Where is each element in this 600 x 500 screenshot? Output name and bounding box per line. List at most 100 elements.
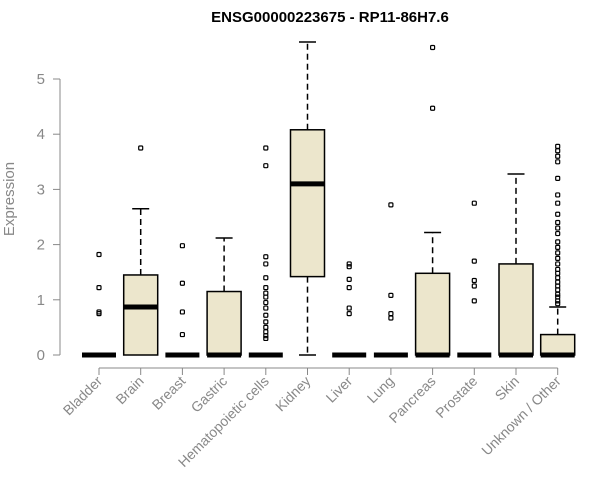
outlier-point — [555, 301, 561, 307]
box-skin — [498, 173, 534, 358]
outlier-point — [555, 275, 561, 281]
outlier-point — [263, 324, 269, 330]
x-tick-label: Liver — [323, 373, 356, 406]
outlier-point — [555, 225, 561, 231]
outlier-point — [555, 175, 561, 181]
outlier-point — [263, 145, 269, 151]
outlier-point — [555, 159, 561, 165]
outlier-point — [388, 292, 394, 298]
outlier-point — [346, 285, 352, 291]
plot-area — [82, 41, 576, 358]
axes: 0 1 2 3 4 5 — [37, 71, 559, 375]
outlier-point — [555, 298, 561, 304]
outlier-point — [179, 243, 185, 249]
y-tick-label: 2 — [37, 237, 45, 254]
iqr-box — [498, 263, 534, 356]
outlier-point — [555, 192, 561, 198]
outlier-point — [263, 163, 269, 169]
outlier-point — [263, 305, 269, 311]
iqr-box — [122, 274, 159, 356]
y-tick-label: 1 — [37, 292, 45, 309]
box-prostate — [457, 200, 492, 358]
outlier-point — [471, 283, 477, 289]
x-tick-label: Kidney — [272, 373, 314, 415]
box-kidney — [289, 41, 326, 356]
outlier-point — [346, 305, 352, 311]
y-axis-label: Expression — [1, 162, 18, 236]
outlier-point — [555, 200, 561, 206]
outlier-point — [346, 276, 352, 282]
box-breast — [165, 243, 200, 358]
outlier-point — [555, 250, 561, 256]
outlier-point — [179, 309, 185, 315]
outlier-point — [555, 239, 561, 245]
outlier-point — [263, 275, 269, 281]
outlier-point — [96, 251, 102, 258]
outlier-point — [263, 261, 269, 267]
box-lung — [373, 202, 408, 358]
outlier-point — [263, 254, 269, 260]
box-hematopoietic-cells — [248, 145, 283, 358]
outlier-point — [138, 145, 144, 151]
x-tick-label: Brain — [112, 373, 146, 407]
outlier-point — [346, 311, 352, 317]
outlier-point — [179, 280, 185, 286]
outlier-point — [346, 264, 352, 270]
outlier-point — [555, 148, 561, 154]
outlier-point — [555, 143, 561, 149]
outlier-point — [388, 311, 394, 317]
y-tick-label: 4 — [37, 126, 45, 143]
outlier-point — [471, 200, 477, 206]
box-liver — [332, 261, 367, 358]
x-tick-label: Skin — [492, 373, 523, 404]
x-tick-label: Lung — [364, 373, 397, 406]
outlier-point — [430, 105, 436, 111]
box-gastric — [206, 237, 242, 358]
box-unknown-other — [539, 143, 576, 358]
outlier-point — [555, 219, 561, 226]
outlier-point — [263, 335, 269, 342]
y-tick-label: 5 — [37, 71, 45, 88]
outlier-point — [555, 261, 561, 267]
x-tick-label: Breast — [149, 373, 189, 413]
outlier-point — [555, 270, 561, 276]
iqr-box — [539, 333, 576, 356]
outlier-point — [555, 255, 561, 261]
outlier-point — [263, 333, 269, 339]
y-tick-label: 3 — [37, 181, 45, 198]
iqr-box — [206, 290, 242, 356]
outlier-point — [555, 211, 561, 217]
x-tick-label: Unknown / Other — [478, 373, 564, 459]
x-tick-label: Prostate — [432, 373, 480, 421]
chart-title: ENSG00000223675 - RP11-86H7.6 — [211, 9, 449, 26]
x-tick-label: Bladder — [60, 373, 106, 419]
outlier-point — [555, 153, 561, 159]
iqr-box — [289, 129, 326, 278]
outlier-point — [471, 277, 477, 284]
outlier-point — [263, 285, 269, 291]
outlier-point — [388, 202, 394, 208]
outlier-point — [263, 312, 269, 318]
iqr-box — [414, 272, 451, 356]
outlier-point — [388, 315, 394, 321]
outlier-point — [555, 244, 561, 250]
outlier-point — [471, 298, 477, 304]
outlier-point — [179, 331, 185, 338]
y-tick-label: 0 — [37, 347, 45, 364]
outlier-point — [555, 291, 561, 297]
box-pancreas — [414, 44, 451, 358]
box-brain — [122, 145, 159, 356]
outlier-point — [346, 261, 352, 267]
outlier-point — [263, 294, 269, 300]
outlier-point — [471, 258, 477, 264]
outlier-point — [555, 287, 561, 293]
outlier-point — [430, 44, 436, 51]
outlier-point — [96, 311, 102, 317]
box-bladder — [82, 251, 116, 358]
outlier-point — [263, 299, 269, 306]
outlier-point — [263, 319, 269, 325]
outlier-point — [96, 285, 102, 291]
outlier-point — [555, 230, 561, 237]
